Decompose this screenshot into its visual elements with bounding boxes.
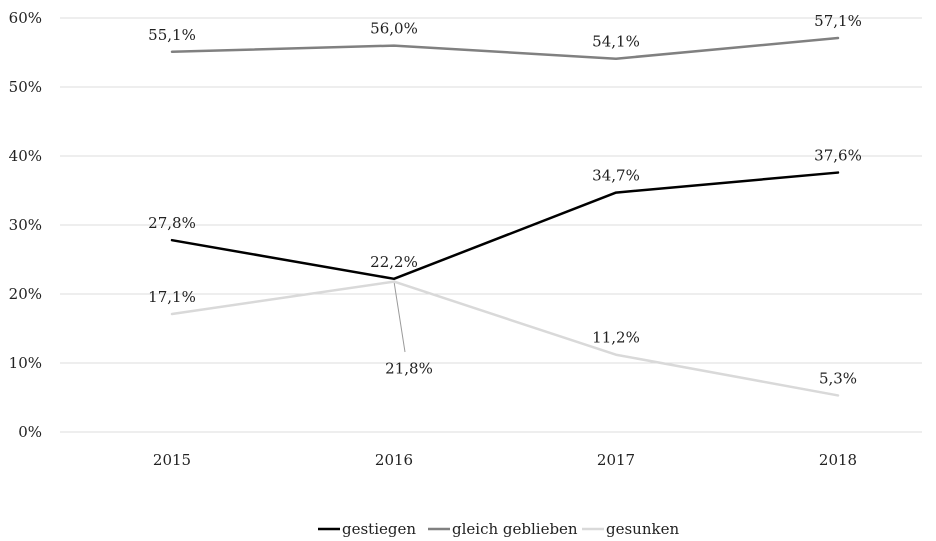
- y-tick-label: 40%: [9, 147, 42, 165]
- series-line-gestiegen: [170, 171, 840, 281]
- y-tick-label: 20%: [9, 285, 42, 303]
- series-line-gesunken: [170, 280, 840, 397]
- legend: gestiegen gleich geblieben gesunken: [318, 520, 679, 538]
- leader-line: [393, 281, 406, 353]
- data-label: 27,8%: [148, 214, 196, 232]
- x-axis: 2015 2016 2017 2018: [153, 451, 857, 469]
- legend-label: gleich geblieben: [452, 520, 578, 538]
- data-label: 57,1%: [814, 12, 862, 30]
- data-label: 21,8%: [385, 360, 433, 378]
- y-tick-label: 10%: [9, 354, 42, 372]
- legend-label: gestiegen: [342, 520, 416, 538]
- x-tick-label: 2016: [375, 451, 413, 469]
- data-label: 17,1%: [148, 288, 196, 306]
- data-label: 5,3%: [819, 369, 857, 387]
- y-tick-label: 30%: [9, 216, 42, 234]
- y-tick-label: 0%: [18, 423, 42, 441]
- x-tick-label: 2017: [597, 451, 635, 469]
- data-label: 11,2%: [592, 329, 640, 347]
- series-line-gleich-geblieben: [170, 36, 840, 60]
- data-label: 37,6%: [814, 147, 862, 165]
- y-tick-label: 50%: [9, 78, 42, 96]
- legend-label: gesunken: [606, 520, 679, 538]
- y-tick-label: 60%: [9, 9, 42, 27]
- data-label: 55,1%: [148, 26, 196, 44]
- data-label: 22,2%: [370, 253, 418, 271]
- data-label: 56,0%: [370, 20, 418, 38]
- leader-lines: [393, 281, 406, 353]
- series-lines: [170, 36, 840, 397]
- x-tick-label: 2015: [153, 451, 191, 469]
- x-tick-label: 2018: [819, 451, 857, 469]
- data-labels: 27,8% 22,2% 34,7% 37,6% 55,1% 56,0% 54,1% 57,1%…: [148, 12, 862, 387]
- data-label: 34,7%: [592, 167, 640, 185]
- gridlines: [60, 17, 922, 433]
- y-axis: 0% 10% 20% 30% 40% 50% 60%: [9, 9, 42, 441]
- data-label: 54,1%: [592, 33, 640, 51]
